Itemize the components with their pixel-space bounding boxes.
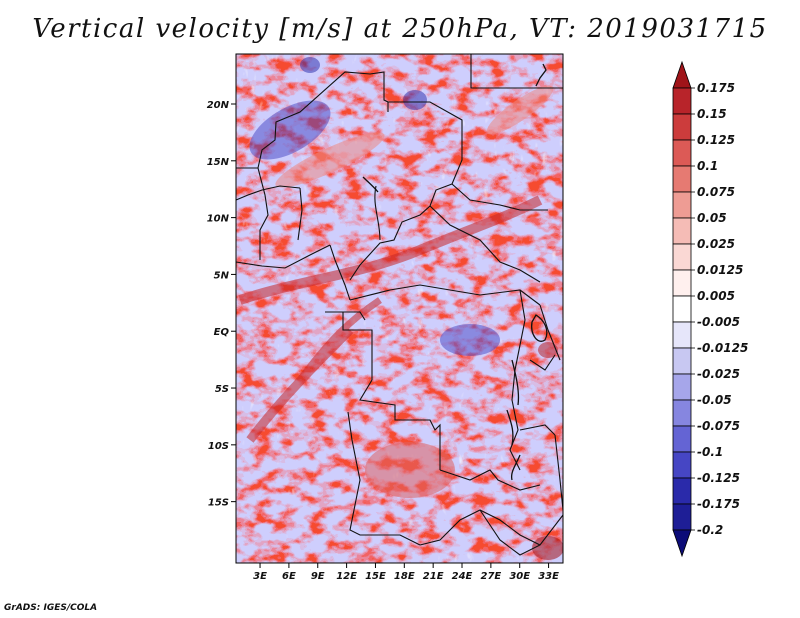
lon-tick-label: 27E — [480, 571, 501, 582]
colorbar-label: 0.05 — [697, 211, 727, 225]
colorbar-top-triangle — [672, 60, 692, 89]
latitude-axis: 20N 15N 10N 5N EQ 5S 10S 15S — [207, 100, 236, 509]
lat-tick-label: 20N — [207, 100, 230, 111]
colorbar-bin — [672, 451, 692, 479]
lat-tick-label: 5S — [215, 384, 229, 395]
lat-tick-label: 10N — [207, 214, 230, 225]
lon-tick-label: 30E — [509, 571, 530, 582]
colorbar-bin — [672, 477, 692, 505]
colorbar-label: -0.2 — [697, 523, 723, 537]
colorbar-bin — [672, 425, 692, 453]
colorbar-label: -0.1 — [697, 445, 723, 459]
colorbar-bin — [672, 321, 692, 349]
lat-tick-label: 15S — [208, 498, 229, 509]
colorbar-bin — [672, 165, 692, 193]
lon-tick-label: 18E — [394, 571, 415, 582]
country-borders — [235, 54, 564, 556]
ascent-bands — [238, 85, 563, 560]
colorbar-bin — [672, 113, 692, 141]
plot-frame — [235, 53, 564, 564]
map-title: Vertical velocity [m/s] at 250hPa, VT: 2… — [32, 14, 768, 44]
colorbar-bin — [672, 399, 692, 427]
colorbar-label: 0.0125 — [697, 263, 743, 277]
lon-tick-label: 6E — [282, 571, 296, 582]
lat-tick-label: 5N — [214, 270, 230, 281]
lat-tick-label: EQ — [214, 327, 230, 338]
colorbar: 0.175 0.15 0.125 0.1 0.075 0.05 0.025 0.0125 0.0… — [672, 60, 748, 558]
colorbar-bin — [672, 243, 692, 271]
colorbar-label: -0.175 — [697, 497, 740, 511]
colorbar-bottom-triangle — [672, 529, 692, 558]
vertical-velocity-field — [236, 54, 563, 563]
colorbar-label: 0.125 — [697, 133, 735, 147]
colorbar-bin — [672, 191, 692, 219]
lon-tick-label: 9E — [311, 571, 325, 582]
colorbar-label: 0.1 — [697, 159, 718, 173]
colorbar-label: -0.0125 — [697, 341, 748, 355]
lat-tick-label: 15N — [207, 157, 230, 168]
lon-tick-label: 12E — [336, 571, 357, 582]
colorbar-bin — [672, 503, 692, 531]
colorbar-label: 0.15 — [697, 107, 727, 121]
colorbar-bin — [672, 295, 692, 323]
colorbar-label: 0.025 — [697, 237, 735, 251]
grads-credit: GrADS: IGES/COLA — [4, 603, 98, 613]
colorbar-bin — [672, 347, 692, 375]
lon-tick-label: 3E — [253, 571, 267, 582]
colorbar-label: 0.175 — [697, 81, 735, 95]
descent-patches — [249, 57, 500, 356]
longitude-axis: 3E 6E 9E 12E 15E 18E 21E 24E 27E 30E 33E — [253, 563, 559, 582]
colorbar-label: -0.025 — [697, 367, 740, 381]
colorbar-bin — [672, 217, 692, 245]
colorbar-bin — [672, 269, 692, 297]
lon-tick-label: 24E — [452, 571, 473, 582]
colorbar-label: 0.005 — [697, 289, 735, 303]
lon-tick-label: 21E — [423, 571, 444, 582]
lat-tick-label: 10S — [208, 441, 229, 452]
colorbar-bin — [672, 373, 692, 401]
colorbar-label: -0.125 — [697, 471, 740, 485]
colorbar-label: -0.005 — [697, 315, 740, 329]
colorbar-label: 0.075 — [697, 185, 735, 199]
colorbar-bin — [672, 139, 692, 167]
lon-tick-label: 15E — [365, 571, 386, 582]
colorbar-label: -0.075 — [697, 419, 740, 433]
lon-tick-label: 33E — [538, 571, 559, 582]
colorbar-label: -0.05 — [697, 393, 732, 407]
colorbar-bin — [672, 87, 692, 115]
lakes-and-coasts — [362, 63, 548, 481]
